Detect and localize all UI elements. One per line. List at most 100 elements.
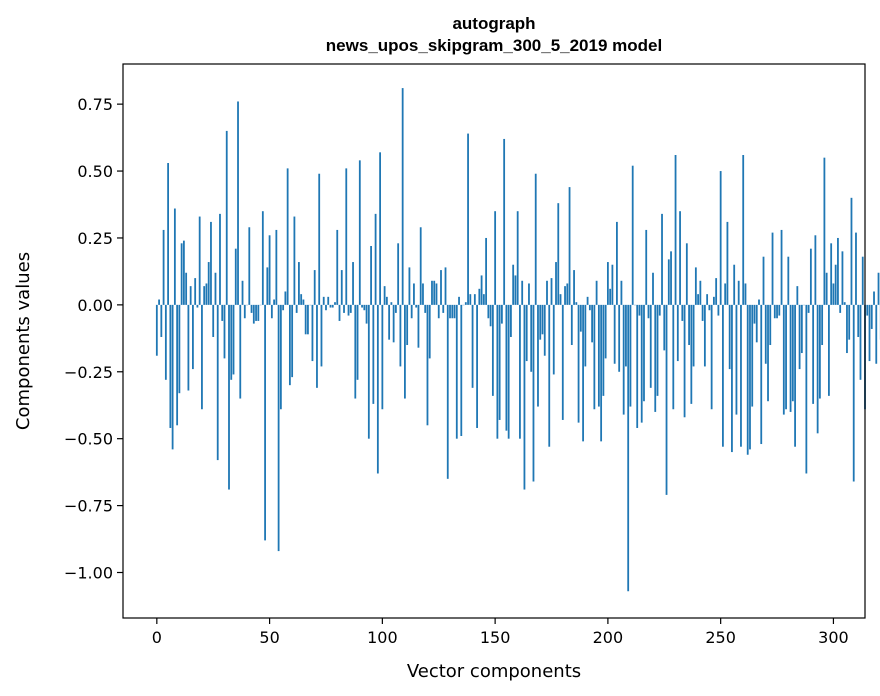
bar [288, 304, 291, 386]
bar [282, 304, 285, 311]
bar [390, 302, 393, 305]
bar [843, 302, 846, 305]
bar [322, 296, 325, 305]
bar [354, 304, 357, 399]
bar [661, 213, 663, 305]
bar [394, 304, 397, 313]
bar [417, 304, 420, 348]
chart-title-line-2: news_upos_skipgram_300_5_2019 model [326, 36, 662, 55]
bar [861, 256, 864, 305]
bar [228, 304, 230, 490]
bar [746, 304, 749, 455]
bar [647, 304, 650, 319]
bar [782, 304, 785, 415]
bar [449, 304, 451, 319]
bar [800, 304, 803, 354]
bar [336, 229, 339, 305]
bar [638, 304, 641, 316]
bar [703, 304, 706, 367]
bar [685, 243, 688, 305]
bar [198, 216, 201, 305]
bar [212, 304, 215, 337]
bar [636, 304, 639, 428]
bar [755, 304, 758, 343]
bar [631, 165, 634, 305]
bar [500, 304, 503, 324]
bar [219, 213, 221, 305]
bar [532, 304, 535, 482]
bar [261, 211, 264, 305]
bar [194, 278, 197, 305]
bar [171, 304, 174, 450]
bar [690, 304, 693, 404]
bar [487, 304, 490, 319]
bar [773, 304, 776, 319]
x-tick-label: 50 [259, 628, 279, 647]
bar [665, 304, 668, 495]
bar [573, 270, 575, 305]
bar [523, 304, 526, 490]
bar [376, 304, 379, 474]
bar [593, 304, 596, 410]
bar [338, 304, 341, 321]
bar [304, 304, 307, 335]
bar [539, 304, 542, 340]
bar [841, 251, 844, 305]
bar [507, 304, 510, 439]
bar [155, 304, 158, 356]
bar [374, 213, 377, 305]
bar [555, 262, 557, 305]
bar [778, 304, 781, 316]
bar [855, 232, 857, 305]
bar [424, 304, 427, 313]
bar [320, 304, 323, 367]
bar [207, 262, 210, 305]
bar [264, 304, 266, 541]
bar [491, 304, 494, 396]
bar [737, 280, 740, 305]
bar [652, 272, 654, 305]
bar [210, 221, 212, 305]
bar [828, 304, 830, 396]
bar [832, 283, 835, 305]
bar [241, 280, 244, 305]
bar [649, 304, 652, 388]
bar [645, 229, 648, 305]
bar [279, 304, 282, 410]
bar [404, 304, 406, 399]
bar [293, 216, 296, 305]
bar [473, 294, 476, 305]
bar [316, 304, 318, 388]
bar [837, 237, 839, 305]
bar [676, 304, 679, 362]
bar [485, 237, 487, 305]
bar [552, 304, 555, 375]
bar [270, 304, 273, 319]
bar [760, 304, 763, 445]
bar [744, 283, 747, 305]
bar [397, 243, 400, 305]
bar [575, 302, 578, 305]
bar [816, 304, 819, 434]
y-tick-label: 0.75 [77, 95, 113, 114]
y-tick-label: 0.00 [77, 296, 113, 315]
bar [363, 304, 366, 311]
bar [751, 304, 754, 407]
bar [710, 304, 713, 410]
bar [830, 243, 833, 305]
bar [257, 304, 260, 321]
bar [622, 304, 625, 415]
bar [564, 286, 566, 305]
bar [717, 304, 720, 316]
bar [735, 304, 738, 415]
bar [503, 138, 506, 305]
y-tick-label: 0.25 [77, 229, 113, 248]
bar [749, 304, 751, 450]
bar [584, 304, 587, 367]
bar [349, 304, 352, 313]
bar [383, 286, 386, 305]
bar [388, 304, 391, 340]
bar [196, 304, 199, 308]
y-axis-label: Components values [13, 252, 34, 430]
